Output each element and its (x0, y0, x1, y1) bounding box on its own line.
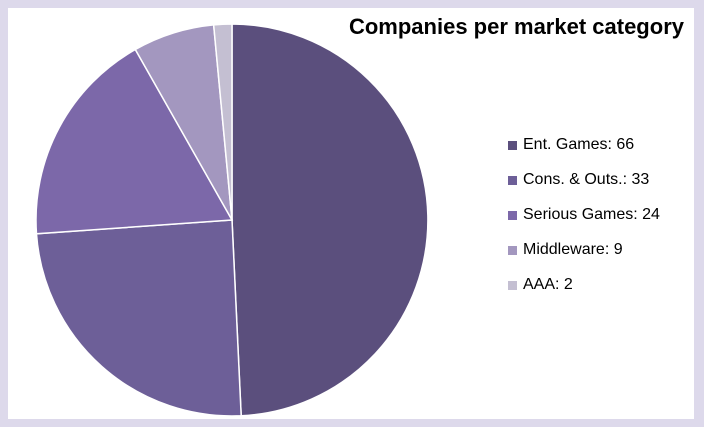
legend-label: Cons. & Outs.: 33 (523, 171, 650, 188)
pie-slices (35, 23, 429, 417)
pie-slice-aaa (212, 23, 233, 221)
pie-slice-ent-games (231, 23, 429, 417)
legend-item-cons-outs: Cons. & Outs.: 33 (508, 171, 688, 189)
pie-slice-serious-games (35, 48, 234, 235)
pie-chart (35, 23, 429, 417)
pie-slice-cons-outs (35, 219, 242, 417)
legend-item-aaa: AAA: 2 (508, 276, 688, 294)
legend-swatch (508, 175, 517, 185)
legend-swatch (508, 245, 517, 255)
legend-item-middleware: Middleware: 9 (508, 241, 688, 259)
legend-swatch (508, 140, 517, 150)
legend-label: Ent. Games: 66 (523, 136, 635, 153)
legend-item-serious-games: Serious Games: 24 (508, 206, 688, 224)
chart-title: Companies per market category (348, 14, 684, 39)
legend-label: Middleware: 9 (523, 241, 623, 258)
chart-panel: Companies per market category Ent. Games… (8, 8, 694, 419)
legend-swatch (508, 210, 517, 220)
chart-legend: Ent. Games: 66 Cons. & Outs.: 33 Serious… (508, 136, 688, 311)
legend-label: AAA: 2 (523, 276, 573, 293)
legend-swatch (508, 280, 517, 290)
legend-label: Serious Games: 24 (523, 206, 660, 223)
legend-item-ent-games: Ent. Games: 66 (508, 136, 688, 154)
